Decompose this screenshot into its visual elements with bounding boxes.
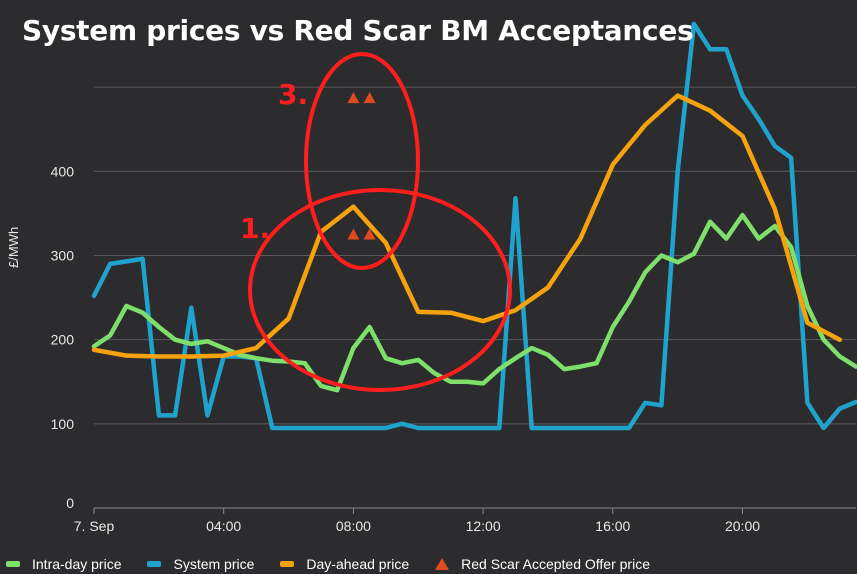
- annotation-ellipse-3: [304, 52, 420, 270]
- x-tick-label: 7. Sep: [74, 518, 115, 534]
- legend-label-intraday: Intra-day price: [32, 555, 122, 572]
- axis-layer: 0 100 200 300 400 7. Sep 04:00 08:00 12:00 16:00 2…: [51, 163, 856, 534]
- x-tick-label: 12:00: [466, 518, 501, 534]
- y-tick-label: 400: [51, 163, 75, 179]
- series-line-intra-day-price: [91, 212, 857, 393]
- annotation-layer: 1. 3.: [240, 52, 512, 392]
- y-tick-label: 300: [51, 247, 75, 263]
- legend-swatch-dayahead: [280, 560, 295, 567]
- series-layer: [91, 21, 857, 431]
- chart-title: System prices vs Red Scar BM Acceptances: [22, 14, 694, 47]
- legend: Intra-day price System price Day-ahead p…: [0, 553, 857, 574]
- series-line-day-ahead-price: [91, 93, 843, 359]
- legend-item-system[interactable]: System price: [147, 556, 254, 572]
- y-tick-label: 100: [51, 416, 75, 432]
- legend-item-intraday[interactable]: Intra-day price: [6, 556, 121, 572]
- grid-layer: [94, 86, 856, 425]
- legend-triangle-icon: [435, 557, 450, 570]
- y-tick-label: 200: [51, 332, 75, 348]
- red-scar-offer-marker: [347, 92, 360, 104]
- annotation-label-1: 1.: [240, 212, 270, 245]
- legend-label-system: System price: [173, 555, 255, 572]
- x-tick-label: 04:00: [206, 518, 241, 534]
- legend-swatch-intraday: [6, 560, 20, 567]
- y-axis-label: £/MWh: [6, 226, 21, 268]
- x-tick-label: 20:00: [725, 518, 760, 534]
- x-tick-label: 08:00: [336, 518, 371, 534]
- legend-item-red-scar[interactable]: Red Scar Accepted Offer price: [435, 556, 650, 572]
- x-tick-label: 16:00: [595, 518, 630, 534]
- red-scar-offer-marker: [347, 228, 360, 240]
- legend-label-dayahead: Day-ahead price: [306, 555, 410, 572]
- series-line-system-price: [91, 21, 857, 431]
- legend-item-dayahead[interactable]: Day-ahead price: [280, 556, 409, 572]
- legend-label-red-scar: Red Scar Accepted Offer price: [461, 555, 650, 572]
- red-scar-offer-marker: [363, 228, 376, 240]
- red-scar-offer-marker: [363, 92, 376, 104]
- legend-swatch-system: [147, 560, 162, 567]
- annotation-ellipse-1: [248, 188, 512, 392]
- y-tick-label: 0: [66, 495, 74, 511]
- marker-layer: [347, 92, 376, 240]
- annotation-label-3: 3.: [278, 78, 308, 111]
